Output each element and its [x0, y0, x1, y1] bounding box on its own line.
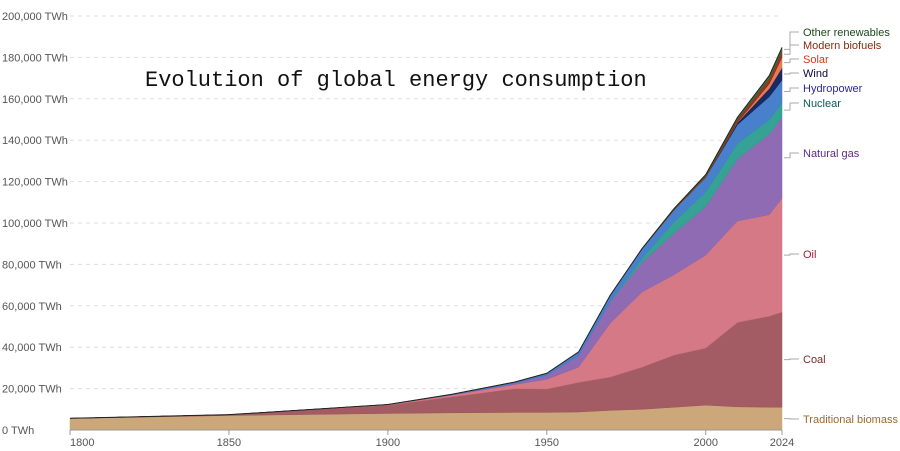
label-connector [784, 87, 799, 93]
label-connector [784, 358, 799, 361]
x-axis-ticks: 1800 1850 1900 1950 2000 2024 [69, 429, 794, 449]
x-tick-label: 2024 [770, 437, 794, 449]
series-label: Other renewables [803, 27, 890, 39]
x-tick-label: 2000 [693, 437, 717, 449]
y-tick-label: 200,000 TWh [2, 11, 68, 23]
x-tick-label: 1950 [535, 437, 559, 449]
label-connector [784, 102, 799, 111]
label-connector [784, 72, 799, 75]
series-label: Modern biofuels [803, 40, 882, 52]
area-series [69, 47, 783, 431]
x-tick-label: 1850 [217, 437, 241, 449]
label-connector [784, 253, 799, 256]
y-tick-label: 80,000 TWh [2, 259, 62, 271]
x-tick-label: 1800 [70, 437, 94, 449]
series-label: Traditional biomass [803, 414, 898, 426]
y-tick-label: 0 TWh [2, 425, 34, 437]
y-tick-label: 100,000 TWh [2, 218, 68, 230]
y-tick-label: 20,000 TWh [2, 384, 62, 396]
x-tick-label: 1900 [376, 437, 400, 449]
label-connector [784, 31, 799, 50]
y-tick-label: 160,000 TWh [2, 94, 68, 106]
label-connector [784, 58, 799, 64]
label-connector [784, 152, 799, 159]
y-tick-label: 40,000 TWh [2, 342, 62, 354]
y-tick-label: 60,000 TWh [2, 301, 62, 313]
y-tick-label: 120,000 TWh [2, 177, 68, 189]
series-label: Wind [803, 68, 828, 80]
chart-title: Evolution of global energy consumption [145, 68, 647, 93]
y-tick-label: 140,000 TWh [2, 135, 68, 147]
series-label: Oil [803, 249, 816, 261]
series-labels: Traditional biomass Coal Oil Natural gas Nuc… [784, 27, 898, 426]
series-label: Solar [803, 54, 829, 66]
series-label: Coal [803, 354, 826, 366]
y-tick-label: 180,000 TWh [2, 52, 68, 64]
y-axis-ticks: 0 TWh 20,000 TWh 40,000 TWh 60,000 TWh 80,00… [2, 11, 68, 437]
series-label: Hydropower [803, 83, 863, 95]
total-outline [69, 47, 783, 419]
series-label: Nuclear [803, 98, 841, 110]
series-label: Natural gas [803, 148, 860, 160]
